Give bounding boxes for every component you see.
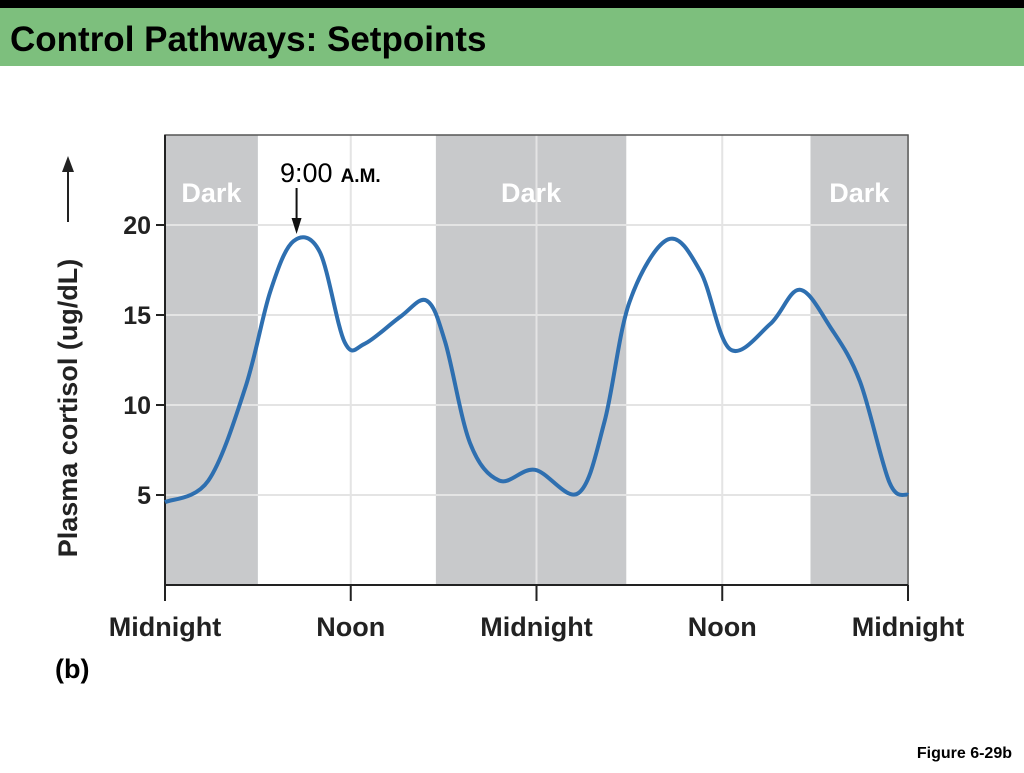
dark-band [165, 135, 258, 585]
figure-label: Figure 6-29b [917, 745, 1012, 762]
dark-label: Dark [829, 178, 890, 208]
y-tick-label: 10 [123, 392, 151, 420]
dark-label: Dark [501, 178, 562, 208]
x-tick-label: Midnight [109, 612, 221, 642]
x-tick-label: Midnight [480, 612, 592, 642]
y-axis-arrowhead [62, 156, 74, 172]
annotation-arrowhead [291, 218, 302, 234]
panel-label: (b) [55, 654, 89, 684]
chart: Dark Dark Dark 5 10 15 20 Midnight Noon Midnight N… [53, 134, 964, 642]
dark-label: Dark [181, 178, 242, 208]
y-tick-label: 20 [123, 212, 151, 240]
top-bar [0, 0, 1024, 8]
slide-title: Control Pathways: Setpoints [10, 20, 486, 59]
header-band [0, 8, 1024, 66]
x-tick-label: Midnight [852, 612, 964, 642]
dark-band [810, 135, 908, 585]
x-tick-label: Noon [688, 612, 757, 642]
cortisol-line [164, 235, 910, 505]
y-tick-label: 15 [123, 302, 151, 330]
dark-band [435, 135, 627, 585]
annotation-period: A.M. [341, 166, 381, 187]
annotation-time: 9:00 [280, 158, 333, 188]
x-tick-label: Noon [316, 612, 385, 642]
y-axis-label: Plasma cortisol (ug/dL) [53, 259, 83, 558]
y-tick-label: 5 [137, 482, 151, 510]
